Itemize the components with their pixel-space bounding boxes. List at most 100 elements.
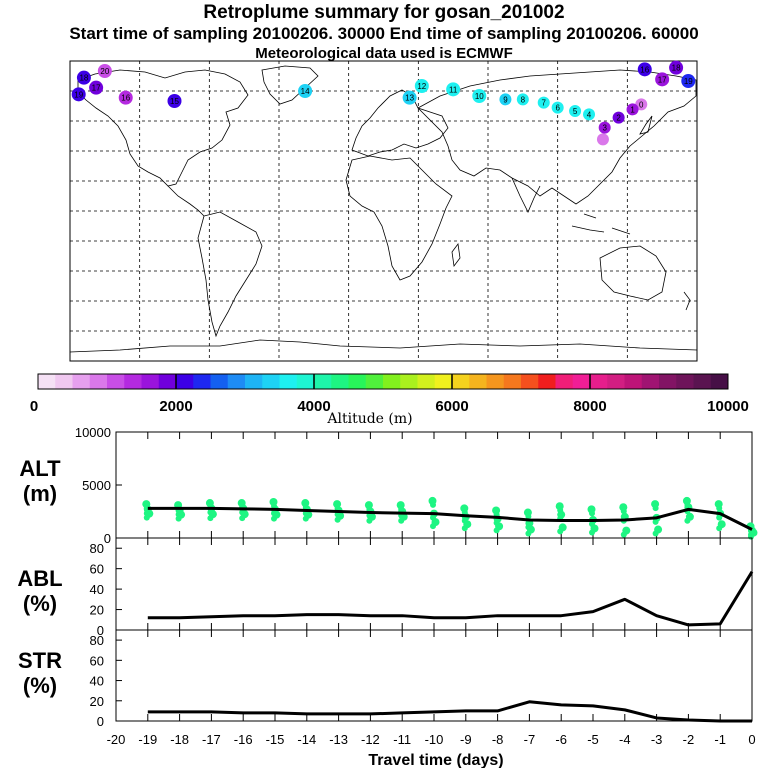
alt-scatter-point (716, 505, 723, 512)
colorbar-swatch (469, 374, 487, 389)
trajectory-point (637, 62, 652, 77)
trajectory-point-label: 13 (405, 94, 414, 103)
alt-scatter-point (175, 515, 182, 522)
trajectory-point (596, 133, 609, 146)
y-tick-label: 80 (90, 541, 104, 556)
str-series-line (147, 700, 752, 723)
trajectory-point (551, 101, 564, 114)
alt-label-line1: ALT (19, 456, 61, 481)
alt-scatter-point (748, 533, 754, 540)
trajectory-point (71, 87, 86, 102)
trajectory-point (298, 84, 313, 98)
trajectory-point (167, 94, 182, 108)
x-tick-label: -10 (425, 732, 444, 747)
colorbar-tick-label: 2000 (159, 398, 192, 415)
colorbar-swatch (624, 374, 643, 389)
colorbar-swatch (555, 374, 574, 389)
trajectory-point-label: 4 (587, 110, 592, 119)
trajectory-point (516, 93, 529, 106)
alt-scatter-point (684, 517, 691, 524)
colorbar-swatch (38, 374, 56, 389)
alt-scatter-point (302, 515, 309, 522)
colorbar-swatch (693, 374, 712, 389)
y-tick-label: 40 (90, 582, 104, 597)
x-tick-label: -7 (524, 732, 536, 747)
trajectory-point (635, 98, 648, 111)
colorbar-swatch (641, 374, 660, 389)
alt-scatter-point (589, 510, 595, 517)
alt-scatter-point (461, 525, 468, 532)
y-tick-label: 20 (90, 603, 104, 618)
sampling-time: Start time of sampling 20100206. 30000 E… (69, 24, 699, 43)
x-tick-label: -15 (266, 732, 285, 747)
trajectory-point (655, 72, 670, 87)
alt-scatter-point (207, 515, 214, 522)
trajectory-point (76, 70, 91, 85)
colorbar-swatch (210, 374, 229, 389)
trajectory-point-label: 14 (301, 87, 310, 96)
str-label-line2: (%) (22, 673, 58, 698)
colorbar-swatch (538, 374, 556, 389)
colorbar-swatch (607, 374, 625, 389)
str-panel-frame (115, 629, 753, 722)
trajectory-point-label: 9 (503, 95, 508, 104)
colorbar-swatch (331, 374, 349, 389)
trajectory-point-label: 8 (521, 95, 526, 104)
trajectory-point-label: 18 (79, 74, 88, 83)
trajectory-point-label: 7 (542, 99, 547, 108)
x-tick-label: -18 (170, 732, 189, 747)
trajectory-point (681, 74, 696, 88)
colorbar-swatch (348, 374, 367, 389)
colorbar-frame (37, 373, 729, 390)
trajectory-point-label: 6 (555, 104, 560, 113)
trajectory-point (626, 103, 639, 116)
alt-scatter-point (430, 523, 436, 530)
colorbar-swatch (383, 374, 401, 389)
colorbar-swatch (314, 374, 332, 389)
alt-scatter-point (652, 518, 659, 525)
y-tick-label: 5000 (82, 478, 111, 493)
x-tick-label: -16 (234, 732, 253, 747)
colorbar-swatch (55, 374, 73, 389)
alt-scatter-point (271, 515, 277, 522)
colorbar-swatch (503, 374, 522, 389)
x-tick-label: 0 (748, 732, 755, 747)
trajectory-point (537, 96, 550, 109)
colorbar-swatch (572, 374, 591, 389)
trajectory-point (402, 90, 417, 105)
colorbar-swatch (72, 374, 91, 389)
alt-label-line2: (m) (22, 481, 58, 506)
colorbar-tick-label: 8000 (573, 398, 606, 415)
alt-scatter-point (716, 525, 723, 532)
colorbar-swatch (176, 374, 194, 389)
x-tick-label: -9 (460, 732, 472, 747)
colorbar-swatch (659, 374, 677, 389)
trajectory-point (583, 108, 596, 121)
alt-series-line (147, 506, 753, 531)
trajectory-point-label: 19 (74, 90, 83, 99)
colorbar-swatch (158, 374, 177, 389)
x-tick-label: -11 (393, 732, 411, 747)
colorbar-swatch (434, 374, 453, 389)
trajectory-point (569, 105, 582, 117)
trajectory-point-label: 3 (602, 124, 607, 133)
abl-label-line1: ABL (17, 566, 63, 591)
colorbar-swatch (107, 374, 125, 389)
trajectory-point-label: 17 (92, 84, 101, 93)
y-tick-label: 40 (90, 674, 104, 689)
alt-panel-label: ALT (m) (10, 456, 70, 506)
colorbar-swatch (417, 374, 436, 389)
trajectory-point-label: 0 (639, 100, 644, 109)
trajectory-point (89, 80, 104, 95)
x-axis-label: Travel time (days) (368, 752, 503, 768)
x-tick-label: -12 (361, 732, 380, 747)
y-tick-label: 0 (104, 531, 111, 546)
alt-scatter-point (398, 517, 405, 524)
alt-scatter-point (334, 516, 341, 523)
y-tick-label: 60 (90, 562, 104, 577)
colorbar-swatch (193, 374, 211, 389)
colorbar-swatch (262, 374, 280, 389)
